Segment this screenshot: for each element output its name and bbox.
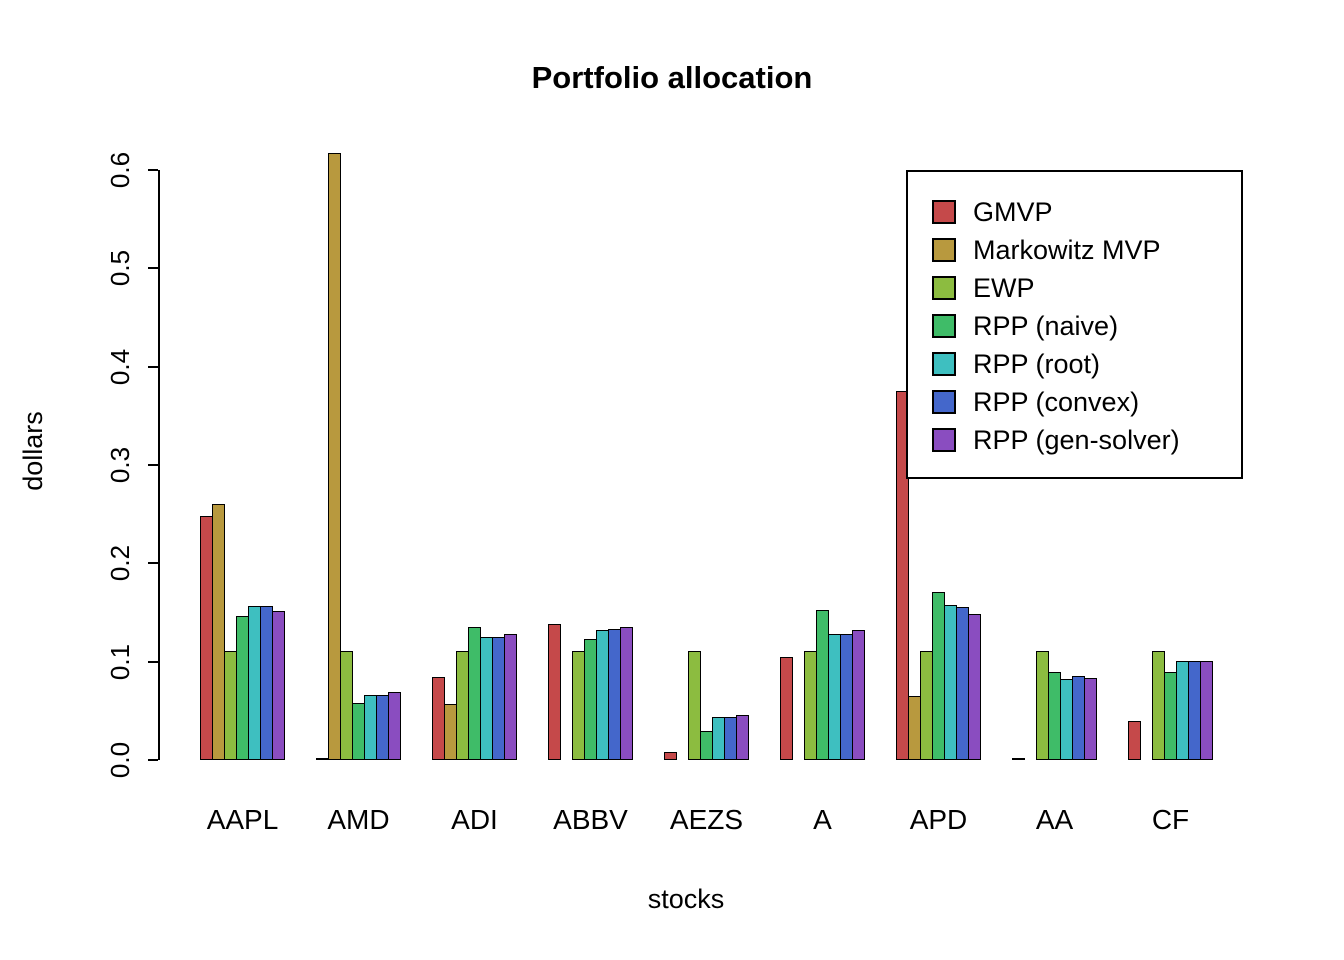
legend-item: Markowitz MVP <box>932 231 1241 269</box>
bar-markowitz-mvp-aapl <box>212 504 225 760</box>
legend-item: RPP (root) <box>932 345 1241 383</box>
legend-swatch <box>932 238 956 262</box>
legend-item: RPP (naive) <box>932 307 1241 345</box>
x-category-label: AMD <box>327 804 390 835</box>
y-tick-label: 0.2 <box>105 545 135 582</box>
x-category-label: APD <box>909 804 968 835</box>
x-category-label: ABBV <box>553 804 628 835</box>
legend-swatch <box>932 428 956 452</box>
bar-rpp-gen-solver--abbv <box>620 627 633 760</box>
legend-swatch <box>932 314 956 338</box>
y-tick-label: 0.5 <box>105 250 135 287</box>
legend-item: EWP <box>932 269 1241 307</box>
y-tick-mark <box>148 267 158 270</box>
chart-title: Portfolio allocation <box>531 60 813 95</box>
y-tick-mark <box>148 562 158 565</box>
bar-rpp-gen-solver--aa <box>1084 678 1097 760</box>
legend-swatch <box>932 276 956 300</box>
legend-label: RPP (gen-solver) <box>973 424 1180 455</box>
y-tick-mark <box>148 365 158 368</box>
x-category-label: ADI <box>451 804 498 835</box>
y-tick-label: 0.6 <box>105 151 135 189</box>
bar-rpp-gen-solver--amd <box>388 692 401 760</box>
legend: GMVP Markowitz MVP EWP RPP (naive) RPP (root… <box>906 170 1243 479</box>
y-tick-mark <box>148 759 158 761</box>
bar-rpp-gen-solver--cf <box>1200 661 1213 760</box>
y-tick-label: 0.1 <box>105 643 135 680</box>
x-category-label: AEZS <box>669 804 744 835</box>
y-tick-label: 0.0 <box>105 741 135 779</box>
bar-rpp-gen-solver--adi <box>504 634 517 760</box>
bar-ewp-aezs <box>688 651 701 760</box>
legend-label: RPP (naive) <box>973 310 1119 341</box>
legend-item: RPP (convex) <box>932 383 1241 421</box>
y-axis-line <box>158 170 160 760</box>
legend-label: GMVP <box>973 196 1053 227</box>
legend-label: RPP (convex) <box>973 386 1140 417</box>
bar-gmvp-aezs <box>664 752 677 760</box>
bar-rpp-gen-solver--aapl <box>272 611 285 760</box>
x-category-label: A <box>813 804 832 835</box>
bar-gmvp-abbv <box>548 624 561 760</box>
legend-label: Markowitz MVP <box>973 234 1161 265</box>
y-tick-label: 0.4 <box>105 348 135 385</box>
legend-swatch <box>932 390 956 414</box>
y-tick-mark <box>148 464 158 466</box>
legend-item: RPP (gen-solver) <box>932 421 1241 459</box>
bar-markowitz-mvp-amd <box>328 153 341 760</box>
y-tick-label: 0.3 <box>105 446 135 484</box>
legend-swatch <box>932 200 956 224</box>
x-category-label: AAPL <box>206 804 279 835</box>
x-category-label: CF <box>1151 804 1190 835</box>
legend-item: GMVP <box>932 193 1241 231</box>
bar-gmvp-apd <box>896 391 909 760</box>
bar-gmvp-cf <box>1128 721 1141 760</box>
y-tick-mark <box>148 660 158 663</box>
bar-rpp-gen-solver--aezs <box>736 715 749 760</box>
y-tick-mark <box>148 169 158 171</box>
legend-label: EWP <box>973 272 1035 303</box>
x-axis-title: stocks <box>647 884 725 914</box>
x-category-label: AA <box>1035 804 1074 835</box>
bar-gmvp-a <box>780 657 793 760</box>
bar-rpp-gen-solver--apd <box>968 614 981 760</box>
bar-gmvp-aa <box>1012 758 1025 760</box>
bar-rpp-gen-solver--a <box>852 630 865 760</box>
legend-label: RPP (root) <box>973 348 1101 379</box>
legend-swatch <box>932 352 956 376</box>
